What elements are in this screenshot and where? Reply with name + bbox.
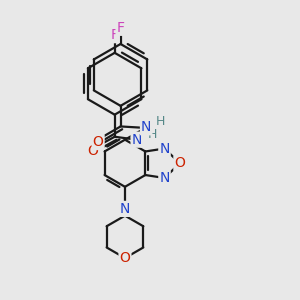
Text: F: F	[117, 21, 124, 35]
Text: O: O	[88, 144, 99, 158]
Text: O: O	[119, 251, 130, 265]
Text: N: N	[141, 120, 152, 134]
Text: H: H	[156, 115, 166, 128]
Text: O: O	[174, 156, 185, 170]
Text: H: H	[147, 128, 157, 141]
Text: O: O	[93, 135, 104, 149]
Text: N: N	[120, 202, 130, 216]
Text: N: N	[159, 171, 170, 185]
Text: N: N	[159, 142, 170, 155]
Text: N: N	[132, 133, 142, 147]
Text: F: F	[111, 28, 119, 42]
